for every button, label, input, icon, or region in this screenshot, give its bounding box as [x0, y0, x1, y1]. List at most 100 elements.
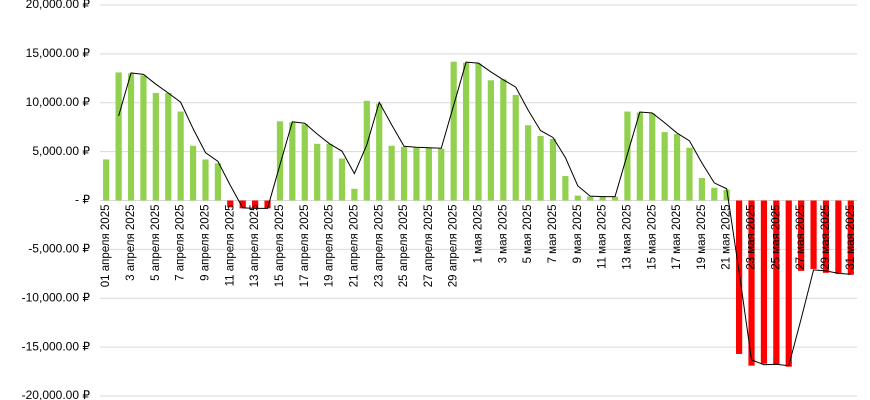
- bar: [549, 138, 557, 201]
- bar: [487, 80, 495, 201]
- x-tick-label: 23 апреля 2025: [373, 205, 385, 288]
- y-tick-label: -10,000.00 ₽: [22, 290, 91, 304]
- bar: [636, 112, 643, 201]
- bar: [798, 200, 805, 271]
- bar: [537, 135, 544, 201]
- bar: [363, 100, 370, 201]
- x-tick-label: 15 апреля 2025: [274, 205, 286, 288]
- bar: [338, 158, 346, 201]
- y-tick-label: -20,000.00 ₽: [22, 388, 91, 400]
- bar: [239, 200, 246, 209]
- bar: [835, 200, 842, 274]
- bar: [177, 111, 184, 201]
- bar: [562, 176, 569, 201]
- x-tick-label: 9 мая 2025: [572, 205, 584, 264]
- x-tick-label: 19 мая 2025: [696, 205, 708, 270]
- bar: [810, 200, 817, 269]
- x-tick-label: 15 мая 2025: [646, 205, 658, 270]
- bar: [673, 134, 681, 201]
- bar: [214, 163, 221, 201]
- bar: [711, 187, 718, 201]
- bar: [413, 147, 420, 201]
- x-tick-label: 11 апреля 2025: [224, 205, 236, 287]
- x-tick-label: 25 мая 2025: [770, 205, 782, 270]
- bar: [103, 159, 110, 201]
- y-tick-label: 15,000.00 ₽: [26, 46, 91, 60]
- bar: [127, 73, 135, 201]
- bar: [438, 148, 445, 201]
- y-tick-label: -15,000.00 ₽: [22, 339, 91, 353]
- x-tick-label: 11 мая 2025: [597, 205, 609, 269]
- bar: [289, 122, 296, 201]
- bar: [574, 195, 581, 201]
- x-tick-label: 17 мая 2025: [671, 205, 683, 270]
- bar: [189, 145, 197, 201]
- y-tick-label: -5,000.00 ₽: [28, 242, 90, 256]
- bar: [450, 61, 457, 201]
- x-tick-label: 27 апреля 2025: [423, 205, 435, 288]
- x-tick-label: 9 апреля 2025: [200, 205, 212, 281]
- y-tick-label: 10,000.00 ₽: [26, 95, 91, 109]
- x-tick-label: 5 апреля 2025: [150, 205, 162, 281]
- x-tick-label: 25 апреля 2025: [398, 205, 410, 288]
- x-tick-label: 5 мая 2025: [522, 205, 534, 264]
- bar: [686, 147, 693, 201]
- bar: [599, 196, 606, 201]
- x-tick-label: 3 мая 2025: [497, 205, 509, 264]
- x-tick-label: 21 апреля 2025: [348, 205, 360, 288]
- bar: [152, 92, 159, 201]
- bar: [773, 200, 780, 365]
- bar: [227, 200, 234, 208]
- bar: [624, 111, 631, 201]
- bar: [140, 75, 147, 201]
- bar: [587, 196, 594, 201]
- bar: [500, 79, 507, 201]
- bar: [264, 200, 271, 209]
- bar: [736, 200, 743, 354]
- bar: [276, 121, 284, 201]
- bar: [525, 125, 532, 201]
- x-tick-label: 13 апреля 2025: [249, 205, 261, 288]
- bar: [376, 103, 383, 201]
- x-tick-label: 21 мая 2025: [721, 205, 733, 270]
- x-tick-label: 23 мая 2025: [746, 205, 758, 270]
- x-tick-label: 01 апреля 2025: [100, 205, 112, 288]
- bar: [512, 94, 519, 201]
- bar: [661, 132, 668, 201]
- x-tick-label: 29 мая 2025: [820, 205, 832, 270]
- bar: [822, 200, 830, 273]
- bar: [351, 188, 358, 201]
- x-tick-label: 31 мая 2025: [845, 205, 857, 270]
- bar: [649, 113, 656, 201]
- bar: [698, 178, 705, 201]
- x-tick-label: 27 мая 2025: [795, 205, 807, 270]
- bar: [115, 72, 122, 201]
- bar: [252, 200, 259, 209]
- bar: [326, 143, 333, 201]
- bar: [748, 200, 755, 366]
- x-tick-label: 3 апреля 2025: [125, 205, 137, 281]
- x-tick-label: 29 апреля 2025: [448, 204, 460, 287]
- x-tick-label: 17 апреля 2025: [299, 205, 311, 288]
- bar: [611, 196, 619, 201]
- bar: [202, 159, 209, 201]
- bar: [462, 62, 470, 201]
- y-tick-label: 5,000.00 ₽: [32, 144, 90, 158]
- average-line: [118, 61, 851, 367]
- bar: [425, 147, 432, 201]
- bar: [400, 146, 408, 201]
- bar: [785, 200, 792, 367]
- bar: [723, 189, 730, 201]
- bar: [301, 124, 308, 201]
- x-tick-label: 19 апреля 2025: [324, 205, 336, 288]
- y-tick-label: 20,000.00 ₽: [26, 0, 91, 11]
- x-tick-label: 1 мая 2025: [473, 205, 485, 264]
- bar: [165, 92, 172, 201]
- bar: [388, 145, 395, 201]
- bar: [475, 63, 482, 201]
- x-tick-label: 13 мая 2025: [621, 205, 633, 270]
- x-tick-label: 7 апреля 2025: [175, 205, 187, 281]
- y-tick-label: - ₽: [75, 193, 90, 207]
- x-tick-label: 7 мая 2025: [547, 205, 559, 264]
